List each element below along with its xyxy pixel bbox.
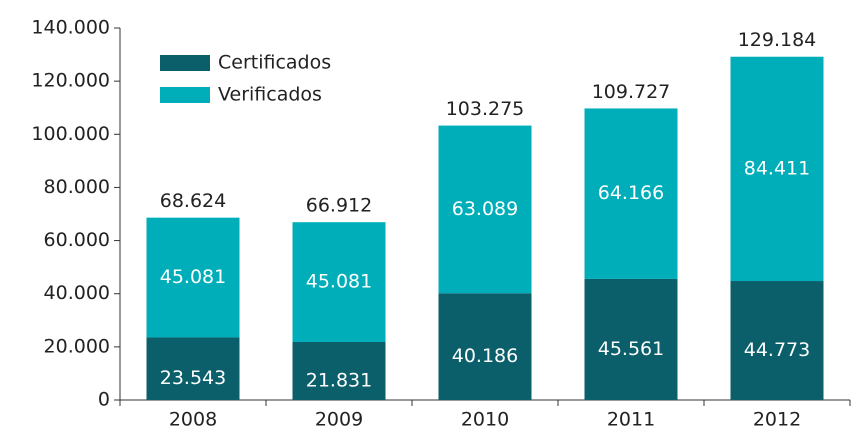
total-label: 129.184 [738,29,817,51]
bar-segment [146,337,240,400]
legend-label: Certificados [218,52,331,74]
x-tick-label: 2012 [753,409,801,431]
value-label: 63.089 [452,198,518,220]
y-tick-label: 20.000 [44,335,110,357]
y-tick-label: 140.000 [31,17,110,39]
value-label: 64.166 [598,182,664,204]
value-label: 44.773 [744,339,810,361]
y-tick-label: 100.000 [31,123,110,145]
x-tick-label: 2008 [169,409,217,431]
total-label: 103.275 [446,98,525,120]
total-label: 66.912 [306,195,372,217]
bar-segment [292,341,386,400]
bar-segment [584,278,678,400]
x-tick-label: 2009 [315,409,363,431]
value-label: 45.081 [306,271,372,293]
legend-label: Verificados [218,84,322,106]
value-label: 84.411 [744,157,810,179]
bar-segment [730,56,824,282]
total-label: 68.624 [160,190,226,212]
value-label: 45.561 [598,338,664,360]
x-tick-label: 2010 [461,409,509,431]
bar-segment [438,293,532,400]
y-tick-label: 0 [98,389,110,411]
bar-segment [584,108,678,279]
bar-segment [146,217,240,338]
value-label: 40.186 [452,345,518,367]
y-tick-label: 80.000 [44,176,110,198]
y-tick-label: 40.000 [44,282,110,304]
legend-swatch [160,87,210,103]
value-label: 21.831 [306,369,372,391]
bar-segment [730,281,824,400]
value-label: 45.081 [160,266,226,288]
y-tick-label: 60.000 [44,229,110,251]
total-label: 109.727 [592,81,671,103]
y-tick-label: 120.000 [31,70,110,92]
bar-segment [438,125,532,294]
value-label: 23.543 [160,367,226,389]
x-tick-label: 2011 [607,409,655,431]
legend-swatch [160,55,210,71]
bar-segment [292,222,386,342]
